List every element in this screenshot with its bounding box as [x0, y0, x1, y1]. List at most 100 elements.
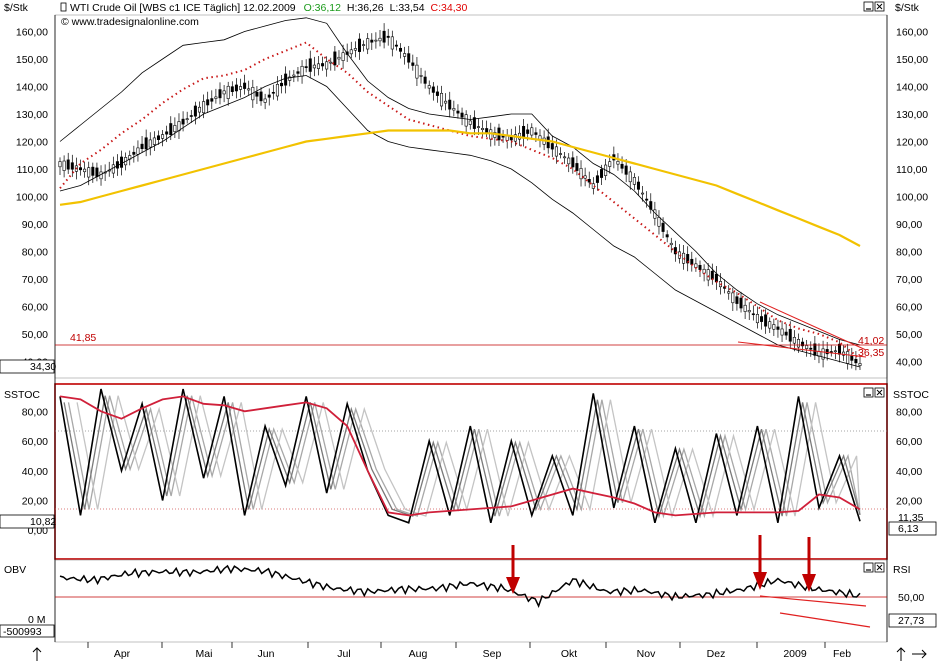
- candle-body: [805, 345, 809, 349]
- candle-body: [567, 157, 571, 165]
- candle-body: [288, 76, 292, 81]
- candle-body: [513, 134, 517, 142]
- price-tick-left: 90,00: [22, 219, 48, 231]
- candle-body: [649, 201, 653, 210]
- candle-body: [583, 175, 587, 179]
- sstoc-tick-left: 60,00: [22, 436, 48, 448]
- candle-body: [296, 71, 300, 74]
- candle-body: [534, 132, 538, 135]
- candle-body: [325, 61, 329, 70]
- sstoc-close-icon[interactable]: [874, 387, 885, 398]
- candle-body: [349, 49, 353, 55]
- price-candles: [58, 23, 862, 371]
- candle-body: [329, 61, 333, 64]
- candle-body: [226, 85, 230, 99]
- unit-right: $/Stk: [895, 2, 920, 14]
- month-label: Nov: [637, 648, 656, 660]
- candle-body: [636, 181, 640, 190]
- candle-body: [665, 234, 669, 238]
- candle-body: [673, 247, 677, 255]
- candle-body: [374, 39, 378, 42]
- price-lines: [59, 17, 861, 368]
- candle-body: [476, 126, 480, 128]
- candle-body: [403, 53, 407, 57]
- candle-body: [595, 175, 599, 183]
- candle-body: [784, 331, 788, 336]
- candle-body: [563, 156, 567, 159]
- candle-body: [255, 91, 259, 97]
- low-value: L:33,54: [390, 2, 425, 14]
- price-tick-left: 50,00: [22, 329, 48, 341]
- sstoc-left-value: 10,82: [30, 516, 56, 528]
- moving-average-dotted: [59, 41, 861, 360]
- candle-body: [120, 156, 124, 168]
- candle-body: [460, 112, 464, 118]
- candle-body: [79, 167, 83, 171]
- price-tick-left: 130,00: [16, 109, 48, 121]
- candle-body: [275, 84, 279, 97]
- sstoc-tick-left: 40,00: [22, 466, 48, 478]
- candle-body: [751, 313, 755, 316]
- scroll-up-right-icon[interactable]: [896, 647, 906, 661]
- price-tick-left: 60,00: [22, 302, 48, 314]
- candle-body: [690, 258, 694, 265]
- obv-trend-lower: [779, 612, 871, 628]
- candle-body: [641, 192, 645, 195]
- bollinger-upper: [59, 17, 861, 346]
- rsi-tick-50: 50,00: [898, 592, 924, 604]
- candle-body: [214, 96, 218, 99]
- sstoc-minimize-icon[interactable]: [863, 387, 874, 398]
- support-label-right: 41,02: [858, 335, 884, 347]
- candle-body: [587, 179, 591, 183]
- obv-close-icon[interactable]: [874, 562, 885, 573]
- sstoc-tick-right: 60,00: [896, 436, 922, 448]
- price-tick-right: 140,00: [896, 82, 928, 94]
- candle-body: [554, 146, 558, 157]
- candle-body: [837, 343, 841, 355]
- candle-body: [415, 64, 419, 79]
- candle-body: [616, 161, 620, 165]
- candle-body: [132, 151, 136, 155]
- month-label: Dez: [707, 648, 726, 660]
- scroll-up-left-icon[interactable]: [32, 647, 42, 661]
- candle-body: [321, 63, 325, 67]
- candle-body: [472, 117, 476, 129]
- price-close-icon[interactable]: [874, 1, 885, 12]
- price-tick-left: 140,00: [16, 82, 48, 94]
- candle-body: [526, 129, 530, 134]
- candle-body: [234, 84, 238, 92]
- scroll-right-icon[interactable]: [912, 649, 927, 659]
- candle-body: [776, 326, 780, 330]
- candle-body: [743, 304, 747, 312]
- sstoc-tick-left: 20,00: [22, 495, 48, 507]
- price-panel-frame: [54, 14, 888, 379]
- candle-body: [727, 291, 731, 294]
- candle-body: [173, 125, 177, 132]
- candle-body: [333, 51, 337, 66]
- candle-body: [177, 121, 181, 132]
- candle-body: [579, 168, 583, 180]
- candle-body: [788, 328, 792, 342]
- candle-body: [628, 171, 632, 183]
- candle-body: [669, 242, 673, 246]
- arrow-sep: [506, 545, 520, 594]
- price-tick-left: 150,00: [16, 54, 48, 66]
- candle-icon: [60, 2, 67, 12]
- candle-body: [353, 48, 357, 51]
- candle-body: [796, 339, 800, 348]
- price-minimize-icon[interactable]: [863, 1, 874, 12]
- candle-body: [263, 98, 267, 103]
- candle-body: [698, 265, 702, 270]
- candle-body: [284, 73, 288, 86]
- support-label-left: 41,85: [70, 332, 96, 344]
- price-tick-right: 100,00: [896, 192, 928, 204]
- month-label: Apr: [114, 648, 131, 660]
- candle-body: [62, 160, 66, 171]
- sstoc-tick-right: 40,00: [896, 466, 922, 478]
- candle-body: [710, 270, 714, 280]
- price-tick-left: 80,00: [22, 247, 48, 259]
- candle-body: [95, 167, 99, 177]
- unit-left: $/Stk: [4, 2, 29, 14]
- obv-minimize-icon[interactable]: [863, 562, 874, 573]
